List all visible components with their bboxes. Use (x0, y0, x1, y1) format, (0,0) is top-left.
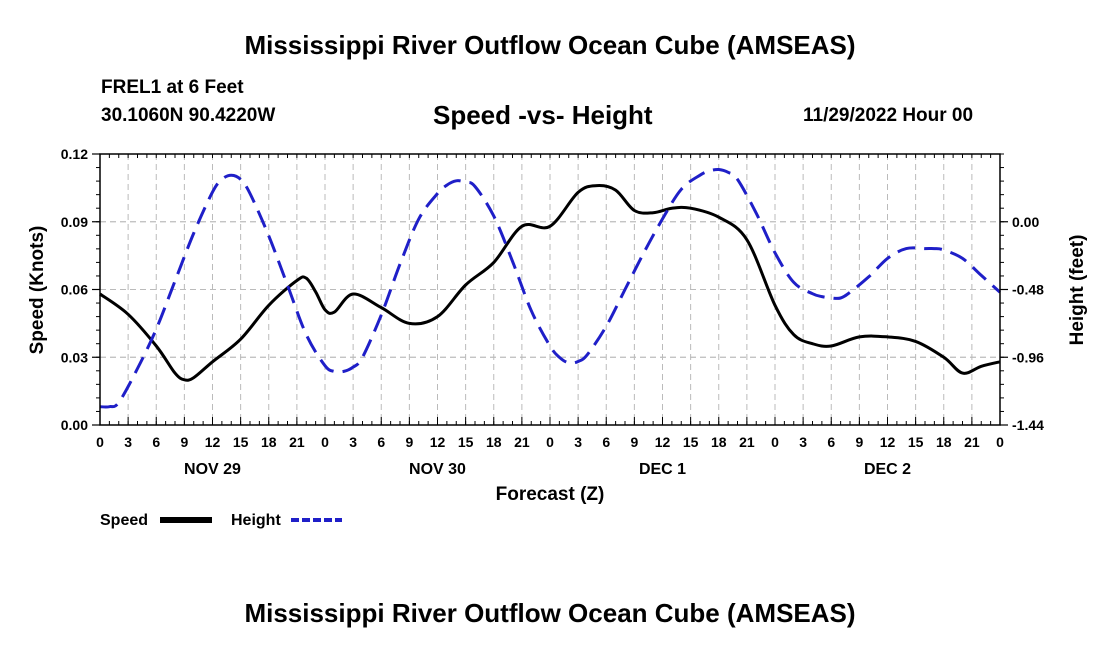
station-coordinates: 30.1060N 90.4220W (101, 105, 276, 126)
x-tick-label: 21 (964, 434, 980, 450)
x-tick-label: 21 (739, 434, 755, 450)
x-tick-label: 6 (602, 434, 610, 450)
x-tick-label: 18 (936, 434, 952, 450)
x-tick-label: 0 (321, 434, 329, 450)
x-tick-label: 3 (574, 434, 582, 450)
x-tick-label: 3 (799, 434, 807, 450)
x-tick-label: 15 (233, 434, 249, 450)
x-tick-label: 0 (771, 434, 779, 450)
y-tick-label: 0.12 (61, 146, 88, 162)
grid (100, 154, 1000, 425)
x-tick-label: 6 (827, 434, 835, 450)
x-tick-label: 18 (261, 434, 277, 450)
station-label: FREL1 at 6 Feet (101, 77, 244, 98)
x-tick-label: 9 (180, 434, 188, 450)
x-tick-label: 21 (289, 434, 305, 450)
x-tick-label: 0 (996, 434, 1004, 450)
legend: Speed Height (100, 512, 342, 529)
x-tick-label: 6 (152, 434, 160, 450)
y2-tick-label: -1.44 (1012, 417, 1044, 433)
x-tick-label: 12 (430, 434, 446, 450)
speed-series-line (99, 184, 1001, 382)
y2-axis-label: Height (feet) (1067, 235, 1088, 346)
axis-labels: Forecast (Z) Speed (Knots) Height (feet) (27, 226, 1088, 505)
x-tick-label: 12 (880, 434, 896, 450)
day-label: NOV 30 (409, 461, 466, 478)
y-tick-label: 0.03 (61, 349, 88, 365)
y2-tick-label: -0.48 (1012, 282, 1044, 298)
x-tick-label: 15 (683, 434, 699, 450)
height-series-line (99, 167, 1002, 409)
y-tick-label: 0.00 (61, 417, 88, 433)
x-tick-label: 3 (349, 434, 357, 450)
x-axis-label: Forecast (Z) (496, 484, 605, 505)
x-tick-label: 0 (96, 434, 104, 450)
x-tick-label: 9 (405, 434, 413, 450)
legend-height-label: Height (231, 512, 281, 529)
day-label: DEC 2 (864, 461, 911, 478)
x-tick-label: 6 (377, 434, 385, 450)
footer-title: Mississippi River Outflow Ocean Cube (AM… (244, 598, 856, 628)
chart-title: Mississippi River Outflow Ocean Cube (AM… (244, 30, 856, 60)
series-layer (99, 167, 1002, 409)
y-tick-label: 0.09 (61, 214, 88, 230)
x-tick-label: 0 (546, 434, 554, 450)
y-tick-label: 0.06 (61, 282, 88, 298)
x-tick-label: 3 (124, 434, 132, 450)
x-tick-label: 12 (655, 434, 671, 450)
x-tick-label: 9 (630, 434, 638, 450)
y2-tick-label: -0.96 (1012, 349, 1044, 365)
y-axis-label: Speed (Knots) (27, 226, 48, 355)
y2-tick-label: 0.00 (1012, 214, 1039, 230)
x-tick-label: 18 (486, 434, 502, 450)
x-tick-label: 21 (514, 434, 530, 450)
chart-subtitle: Speed -vs- Height (433, 100, 653, 130)
forecast-date: 11/29/2022 Hour 00 (803, 105, 974, 126)
x-tick-label: 18 (711, 434, 727, 450)
x-tick-label: 9 (855, 434, 863, 450)
x-tick-label: 12 (205, 434, 221, 450)
x-tick-label: 15 (458, 434, 474, 450)
axes: 0 3 6 9 12 15 18 21 0 3 6 9 12 15 18 21 0 3 6 9 12 15 18 21 0 3 6 9… (61, 146, 1044, 478)
day-label: DEC 1 (639, 461, 686, 478)
x-tick-label: 15 (908, 434, 924, 450)
day-label: NOV 29 (184, 461, 241, 478)
legend-speed-label: Speed (100, 512, 148, 529)
